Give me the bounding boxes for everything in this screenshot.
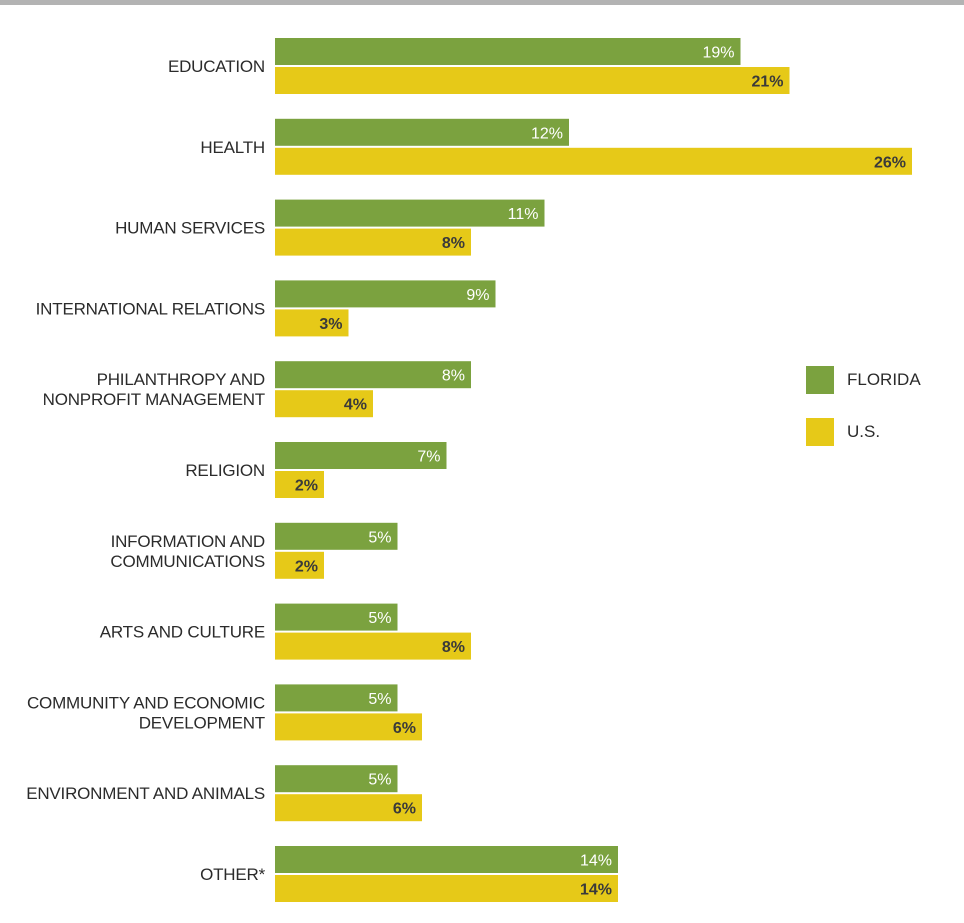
- bar-us-philanthropy-and-nonprofit-management: [275, 390, 373, 418]
- bar-us-other: [275, 875, 618, 902]
- value-label-florida-education: 19%: [702, 45, 734, 62]
- bar-florida-arts-and-culture: [275, 603, 398, 631]
- value-label-us-environment-and-animals: 6%: [393, 801, 416, 818]
- value-label-florida-arts-and-culture: 5%: [368, 610, 391, 627]
- value-label-florida-international-relations: 9%: [466, 287, 489, 304]
- category-label-arts-and-culture: ARTS AND CULTURE: [100, 623, 265, 642]
- category-label-community-and-economic-development-line-2: DEVELOPMENT: [139, 713, 265, 732]
- legend-item-us: U.S.: [806, 418, 921, 446]
- category-label-health: HEALTH: [200, 138, 265, 157]
- value-label-florida-information-and-communications: 5%: [368, 529, 391, 546]
- value-label-us-arts-and-culture: 8%: [442, 639, 465, 656]
- legend: FLORIDA U.S.: [806, 366, 921, 470]
- bar-florida-health: [275, 118, 569, 146]
- category-label-philanthropy-and-nonprofit-management-line-1: PHILANTHROPY AND: [97, 370, 265, 389]
- value-label-florida-other: 14%: [580, 853, 612, 870]
- category-label-international-relations: INTERNATIONAL RELATIONS: [36, 299, 265, 318]
- value-label-florida-human-services: 11%: [508, 206, 539, 223]
- bar-us-arts-and-culture: [275, 632, 471, 660]
- value-label-florida-community-and-economic-development: 5%: [368, 691, 391, 708]
- bar-florida-philanthropy-and-nonprofit-management: [275, 361, 471, 389]
- bar-us-health: [275, 147, 912, 175]
- value-label-us-community-and-economic-development: 6%: [393, 720, 416, 737]
- bar-us-religion: [275, 471, 324, 498]
- legend-item-florida: FLORIDA: [806, 366, 921, 394]
- bar-florida-community-and-economic-development: [275, 684, 398, 712]
- top-rule: [0, 0, 964, 5]
- legend-swatch-florida: [806, 366, 834, 394]
- value-label-florida-health: 12%: [531, 125, 563, 142]
- bar-florida-international-relations: [275, 280, 496, 308]
- category-label-religion: RELIGION: [185, 461, 265, 480]
- bar-us-environment-and-animals: [275, 794, 422, 822]
- value-label-us-education: 21%: [751, 74, 783, 91]
- legend-label-us: U.S.: [847, 422, 881, 441]
- bar-us-human-services: [275, 228, 471, 256]
- category-label-community-and-economic-development-line-1: COMMUNITY AND ECONOMIC: [27, 693, 265, 712]
- value-label-us-information-and-communications: 2%: [295, 558, 318, 575]
- legend-label-florida: FLORIDA: [847, 370, 921, 389]
- bar-florida-information-and-communications: [275, 522, 398, 550]
- legend-swatch-us: [806, 418, 834, 446]
- bar-us-information-and-communications: [275, 551, 324, 579]
- bar-florida-other: [275, 846, 618, 873]
- category-label-environment-and-animals: ENVIRONMENT AND ANIMALS: [26, 784, 265, 803]
- value-label-us-international-relations: 3%: [319, 316, 342, 333]
- value-label-florida-environment-and-animals: 5%: [368, 772, 391, 789]
- value-label-us-religion: 2%: [295, 478, 318, 495]
- value-label-us-human-services: 8%: [442, 235, 465, 252]
- value-label-us-health: 26%: [874, 154, 906, 171]
- bar-florida-human-services: [275, 199, 545, 227]
- bar-florida-religion: [275, 442, 447, 469]
- value-label-us-philanthropy-and-nonprofit-management: 4%: [344, 397, 367, 414]
- category-label-human-services: HUMAN SERVICES: [115, 219, 265, 238]
- value-label-florida-religion: 7%: [417, 449, 440, 466]
- bar-us-education: [275, 67, 790, 94]
- category-label-philanthropy-and-nonprofit-management-line-2: NONPROFIT MANAGEMENT: [43, 390, 265, 409]
- value-label-florida-philanthropy-and-nonprofit-management: 8%: [442, 368, 465, 385]
- category-label-information-and-communications-line-2: COMMUNICATIONS: [110, 552, 265, 571]
- bar-us-international-relations: [275, 309, 349, 337]
- category-label-education: EDUCATION: [168, 57, 265, 76]
- category-label-other: OTHER*: [200, 865, 266, 884]
- bar-florida-education: [275, 38, 741, 65]
- bar-us-community-and-economic-development: [275, 713, 422, 741]
- value-label-us-other: 14%: [580, 882, 612, 899]
- category-label-information-and-communications-line-1: INFORMATION AND: [111, 532, 265, 551]
- bar-florida-environment-and-animals: [275, 765, 398, 793]
